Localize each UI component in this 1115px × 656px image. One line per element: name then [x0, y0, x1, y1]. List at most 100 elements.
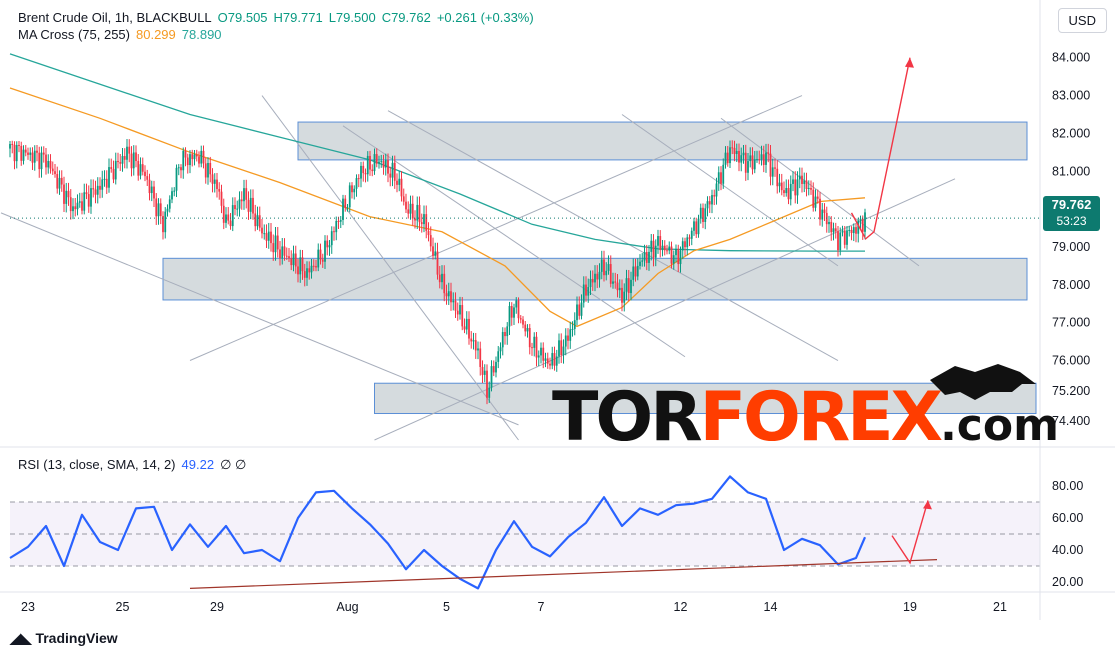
candle-body	[90, 188, 92, 207]
candle-body	[344, 198, 347, 208]
candle-body	[312, 265, 315, 267]
candle-body	[780, 182, 783, 191]
candle-body	[400, 178, 403, 197]
candle-body	[452, 300, 455, 303]
candle-body	[679, 250, 682, 265]
candle-body	[72, 206, 74, 212]
candle-body	[654, 245, 657, 258]
candle-body	[54, 171, 56, 175]
candle-body	[63, 184, 65, 204]
candle-body	[465, 318, 468, 330]
currency-button[interactable]: USD	[1057, 8, 1107, 33]
candle-body	[216, 179, 218, 189]
candle-body	[330, 231, 333, 246]
candle-body	[463, 326, 466, 330]
price-header: Brent Crude Oil, 1h, BLACKBULL O79.505 H79…	[18, 10, 540, 25]
candle-body	[634, 266, 637, 277]
candle-body	[562, 346, 565, 356]
candle-body	[328, 245, 331, 248]
candle-body	[589, 278, 592, 288]
candle-body	[180, 167, 182, 171]
candle-body	[317, 249, 320, 268]
candle-body	[717, 172, 720, 184]
candle-body	[461, 305, 464, 327]
candle-body	[738, 150, 740, 163]
candle-body	[220, 191, 223, 206]
tradingview-logo[interactable]: ◢◣ TradingView	[10, 630, 118, 647]
candle-body	[564, 335, 567, 347]
candle-body	[661, 245, 664, 251]
candle-body	[279, 249, 281, 259]
candle-body	[744, 152, 747, 173]
candle-body	[729, 147, 731, 164]
candle-body	[146, 176, 149, 180]
candle-body	[699, 207, 702, 219]
candle-body	[731, 147, 734, 149]
candle-body	[751, 155, 754, 170]
candle-body	[285, 255, 288, 257]
candle-body	[346, 207, 349, 209]
candle-body	[497, 351, 500, 362]
candle-body	[603, 259, 605, 276]
price-zone	[374, 382, 1037, 415]
ma-label: MA Cross (75, 255)	[18, 27, 130, 42]
candle-body	[249, 197, 252, 212]
candle-body	[767, 152, 770, 154]
candle-body	[456, 310, 459, 315]
candle-body	[234, 205, 236, 210]
candle-body	[459, 305, 461, 315]
candle-body	[630, 279, 632, 294]
candle-body	[29, 152, 32, 155]
candle-body	[668, 246, 671, 251]
candle-body	[499, 347, 502, 352]
price-tick-label: 81.000	[1052, 164, 1090, 178]
candle-body	[15, 145, 18, 162]
candle-body	[648, 251, 650, 263]
candle-body	[94, 189, 97, 195]
candle-body	[438, 274, 441, 283]
candle-body	[855, 227, 857, 234]
candle-body	[706, 201, 709, 209]
candle-body	[47, 160, 50, 168]
candle-body	[355, 178, 358, 189]
candle-body	[810, 187, 812, 190]
candle-body	[36, 150, 38, 153]
candle-body	[254, 213, 257, 227]
candle-body	[670, 246, 673, 264]
candle-body	[425, 214, 428, 231]
candle-body	[292, 253, 295, 266]
candle-body	[594, 273, 596, 283]
candle-body	[801, 175, 803, 184]
candle-body	[785, 188, 788, 194]
candle-body	[155, 198, 158, 217]
price-tick-label: 75.200	[1052, 384, 1090, 398]
candle-body	[711, 195, 713, 205]
candle-body	[445, 293, 448, 297]
candle-body	[501, 332, 504, 348]
watermark-part1: TOR	[552, 378, 701, 457]
candle-body	[821, 209, 824, 220]
candle-body	[531, 347, 533, 349]
candle-body	[841, 230, 844, 233]
candle-body	[11, 144, 14, 146]
bar-countdown: 53:23	[1056, 214, 1087, 228]
candle-body	[472, 340, 475, 342]
candle-body	[159, 203, 162, 217]
candle-body	[58, 177, 61, 189]
rsi-header: RSI (13, close, SMA, 14, 2) 49.22 ∅ ∅	[18, 457, 252, 473]
candle-body	[690, 230, 693, 239]
rsi-value: 49.22	[181, 457, 215, 472]
candle-body	[693, 221, 695, 231]
candle-body	[560, 340, 563, 356]
candle-body	[769, 153, 772, 177]
candle-body	[578, 304, 581, 316]
candle-body	[468, 318, 470, 339]
candle-body	[110, 167, 113, 169]
candle-body	[695, 221, 698, 235]
candle-body	[517, 300, 520, 319]
candle-body	[429, 235, 432, 247]
candle-body	[407, 209, 410, 214]
candle-body	[643, 251, 646, 261]
candle-body	[114, 160, 117, 180]
watermark-text: TORFOREX.com	[552, 378, 1059, 457]
